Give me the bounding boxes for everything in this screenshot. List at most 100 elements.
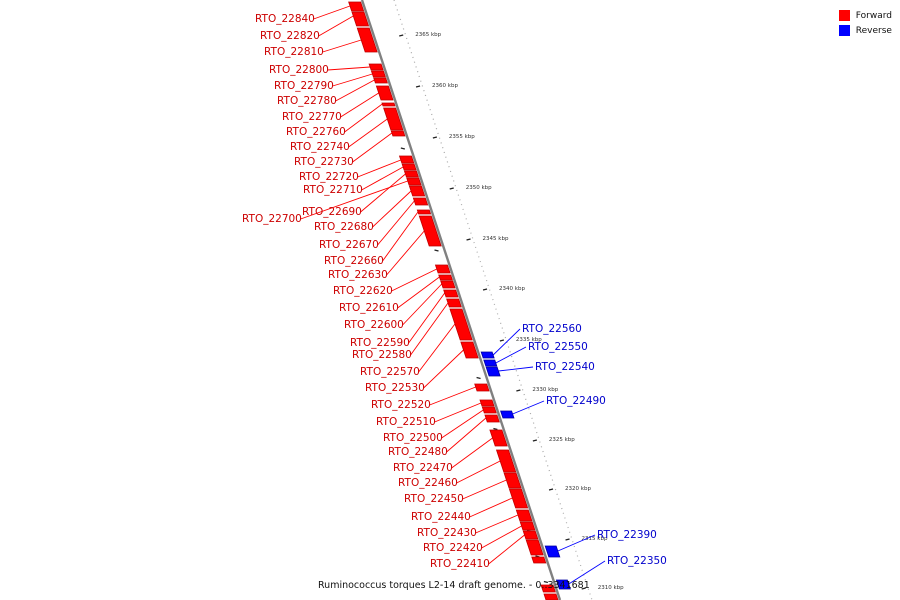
forward-gene-block[interactable] — [418, 215, 442, 247]
forward-gene-block[interactable] — [348, 1, 365, 12]
leader-line — [318, 15, 354, 37]
forward-gene-block[interactable] — [438, 274, 453, 281]
scale-tick — [449, 187, 454, 190]
forward-gene-block[interactable] — [540, 584, 556, 593]
gene-blocks — [348, 1, 571, 600]
forward-gene-block[interactable] — [381, 102, 396, 107]
forward-gene-label[interactable]: RTO_22440 — [411, 511, 471, 523]
reverse-gene-label[interactable]: RTO_22550 — [528, 341, 588, 353]
forward-gene-label[interactable]: RTO_22600 — [344, 319, 404, 331]
forward-gene-block[interactable] — [525, 539, 544, 556]
reverse-gene-label[interactable]: RTO_22350 — [607, 555, 667, 567]
forward-gene-label[interactable]: RTO_22460 — [398, 477, 458, 489]
forward-gene-block[interactable] — [406, 177, 422, 186]
forward-gene-block[interactable] — [403, 170, 419, 178]
forward-gene-label[interactable]: RTO_22610 — [339, 302, 399, 314]
forward-gene-label[interactable]: RTO_22740 — [290, 141, 350, 153]
forward-gene-block[interactable] — [481, 406, 497, 414]
forward-gene-label[interactable]: RTO_22530 — [365, 382, 425, 394]
forward-gene-label[interactable]: RTO_22820 — [260, 30, 320, 42]
forward-gene-label[interactable]: RTO_22770 — [282, 111, 342, 123]
scale-tick-label: 2335 kbp — [516, 337, 542, 343]
reverse-gene-label[interactable]: RTO_22490 — [546, 395, 606, 407]
forward-gene-block[interactable] — [440, 280, 456, 289]
forward-gene-label[interactable]: RTO_22420 — [423, 542, 483, 554]
forward-gene-label[interactable]: RTO_22680 — [314, 221, 374, 233]
forward-gene-block[interactable] — [519, 521, 536, 531]
forward-gene-block[interactable] — [434, 264, 451, 274]
forward-gene-label[interactable]: RTO_22790 — [274, 80, 334, 92]
forward-gene-block[interactable] — [401, 163, 417, 171]
forward-gene-block[interactable] — [443, 289, 459, 298]
forward-gene-label[interactable]: RTO_22520 — [371, 399, 431, 411]
tick-layer: 2365 kbp 2360 kbp 2355 kbp 2350 kbp 2345 kbp… — [399, 32, 624, 591]
forward-gene-label[interactable]: RTO_22660 — [324, 255, 384, 267]
forward-gene-label[interactable]: RTO_22730 — [294, 156, 354, 168]
forward-gene-label[interactable]: RTO_22700 — [242, 213, 302, 225]
forward-gene-block[interactable] — [412, 197, 429, 206]
forward-gene-block[interactable] — [543, 593, 559, 600]
forward-gene-label[interactable]: RTO_22720 — [299, 171, 359, 183]
forward-gene-block[interactable] — [508, 488, 529, 509]
forward-gene-block[interactable] — [446, 298, 462, 308]
forward-gene-block[interactable] — [373, 77, 388, 84]
forward-gene-block[interactable] — [484, 414, 500, 423]
leader-line — [441, 409, 484, 439]
leader-line — [451, 437, 493, 469]
scale-axis — [393, 0, 593, 600]
forward-gene-block[interactable] — [368, 63, 384, 71]
forward-gene-block[interactable] — [531, 556, 547, 564]
reverse-gene-label[interactable]: RTO_22540 — [535, 361, 595, 373]
forward-gene-block[interactable] — [460, 341, 479, 359]
forward-gene-label[interactable]: RTO_22780 — [277, 95, 337, 107]
reverse-gene-block[interactable] — [483, 359, 498, 367]
forward-gene-block[interactable] — [408, 185, 426, 197]
forward-gene-block[interactable] — [479, 399, 495, 407]
forward-gene-label[interactable]: RTO_22760 — [286, 126, 346, 138]
forward-gene-label[interactable]: RTO_22590 — [350, 337, 410, 349]
forward-gene-block[interactable] — [522, 530, 539, 540]
reverse-gene-label[interactable]: RTO_22390 — [597, 529, 657, 541]
forward-gene-block[interactable] — [474, 383, 490, 392]
forward-gene-block[interactable] — [515, 509, 533, 522]
forward-gene-label[interactable]: RTO_22620 — [333, 285, 393, 297]
scale-tick — [415, 85, 421, 88]
forward-gene-label[interactable]: RTO_22710 — [303, 184, 363, 196]
forward-gene-label[interactable]: RTO_22810 — [264, 46, 324, 58]
forward-gene-label[interactable]: RTO_22450 — [404, 493, 464, 505]
reverse-gene-block[interactable] — [544, 545, 561, 558]
forward-gene-label[interactable]: RTO_22580 — [352, 349, 412, 361]
forward-gene-block[interactable] — [390, 130, 406, 137]
forward-gene-label[interactable]: RTO_22510 — [376, 416, 436, 428]
leader-line — [410, 302, 449, 356]
reverse-gene-block[interactable] — [485, 366, 501, 377]
forward-gene-label[interactable]: RTO_22800 — [269, 64, 329, 76]
forward-gene-block[interactable] — [351, 11, 370, 27]
forward-gene-block[interactable] — [449, 308, 473, 341]
forward-gene-block[interactable] — [370, 70, 386, 78]
forward-gene-block[interactable] — [375, 85, 394, 101]
leader-line — [352, 132, 393, 163]
forward-gene-label[interactable]: RTO_22430 — [417, 527, 477, 539]
forward-gene-block[interactable] — [503, 472, 522, 489]
reverse-gene-block[interactable] — [555, 579, 571, 590]
reverse-gene-block[interactable] — [480, 351, 495, 359]
forward-gene-block[interactable] — [398, 155, 415, 164]
forward-gene-block[interactable] — [416, 209, 432, 215]
forward-gene-label[interactable]: RTO_22690 — [302, 206, 362, 218]
forward-gene-label[interactable]: RTO_22500 — [383, 432, 443, 444]
forward-gene-label[interactable]: RTO_22670 — [319, 239, 379, 251]
reverse-gene-label[interactable]: RTO_22560 — [522, 323, 582, 335]
scale-tick-label: 2355 kbp — [449, 134, 475, 140]
reverse-gene-block[interactable] — [500, 410, 515, 419]
forward-gene-label[interactable]: RTO_22630 — [328, 269, 388, 281]
forward-gene-block[interactable] — [356, 27, 378, 53]
forward-gene-block[interactable] — [489, 429, 508, 447]
forward-gene-label[interactable]: RTO_22570 — [360, 366, 420, 378]
forward-gene-block[interactable] — [383, 107, 404, 131]
forward-gene-label[interactable]: RTO_22480 — [388, 446, 448, 458]
forward-gene-label[interactable]: RTO_22840 — [255, 13, 315, 25]
forward-gene-label[interactable]: RTO_22410 — [430, 558, 490, 570]
forward-gene-label[interactable]: RTO_22470 — [393, 462, 453, 474]
forward-gene-block[interactable] — [495, 449, 517, 473]
